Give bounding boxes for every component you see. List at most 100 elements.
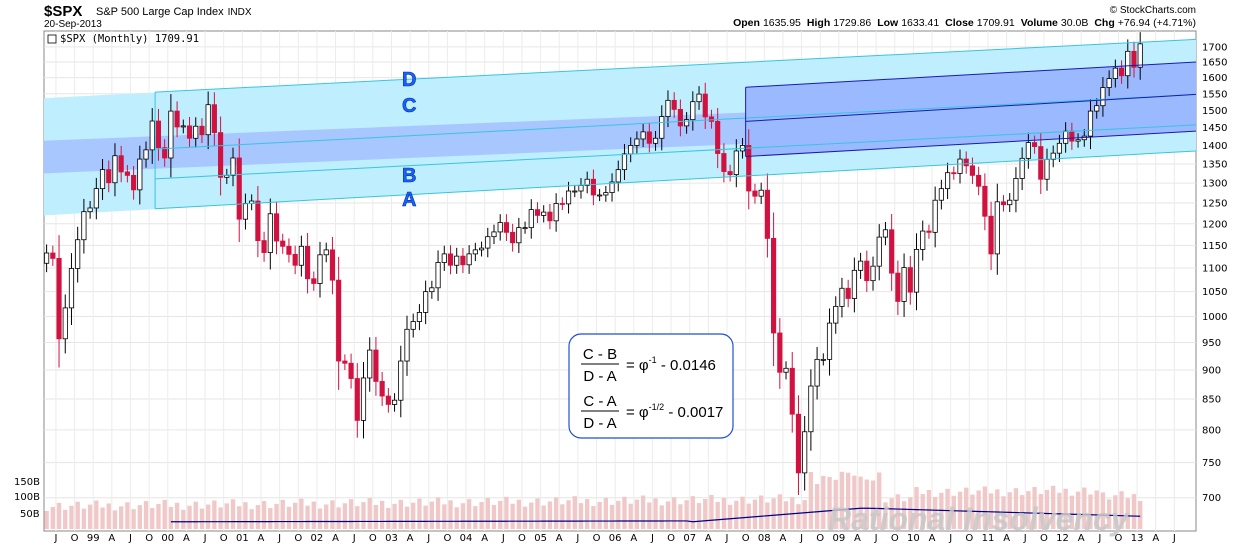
candle-body bbox=[1007, 199, 1013, 206]
candle-body bbox=[777, 332, 783, 373]
volume-bar bbox=[1125, 498, 1130, 529]
x-tick-label: O bbox=[1115, 533, 1123, 544]
volume-bar bbox=[56, 502, 62, 529]
candle-body bbox=[597, 194, 603, 197]
formula-frame bbox=[568, 333, 734, 439]
candle-body bbox=[565, 190, 572, 205]
candle-body bbox=[416, 312, 423, 322]
candle-body bbox=[186, 125, 193, 139]
volume-bar bbox=[1106, 499, 1112, 529]
candle-body bbox=[162, 147, 168, 159]
volume-bar bbox=[137, 505, 142, 529]
channel-line-c bbox=[155, 93, 1197, 150]
candle-body bbox=[839, 287, 845, 307]
candle-body bbox=[814, 358, 820, 387]
volume-bar bbox=[920, 494, 925, 529]
volume-bar bbox=[63, 509, 68, 529]
x-tick-label: A bbox=[1078, 533, 1085, 544]
legend-swatch bbox=[47, 34, 57, 44]
candle-body bbox=[199, 125, 205, 136]
volume-bar bbox=[951, 495, 956, 529]
candle-body bbox=[391, 399, 398, 405]
volume-bar bbox=[901, 501, 907, 529]
candle-body bbox=[99, 169, 106, 190]
volume-bar bbox=[156, 503, 161, 529]
volume-bar bbox=[839, 471, 845, 529]
volume-bar bbox=[597, 501, 602, 529]
volume-bar bbox=[653, 498, 658, 529]
candle-body bbox=[354, 378, 360, 421]
volume-bar bbox=[237, 506, 242, 529]
candle-body bbox=[329, 249, 336, 281]
volume-bar bbox=[1075, 491, 1081, 529]
candle-body bbox=[634, 138, 640, 146]
candle-body bbox=[193, 125, 199, 139]
volume-bar bbox=[721, 497, 727, 529]
x-tick-label: 07 bbox=[683, 533, 696, 544]
candle-body bbox=[93, 188, 99, 209]
candle-body bbox=[336, 279, 342, 362]
volume-bar bbox=[510, 503, 515, 529]
exchange: INDX bbox=[228, 7, 252, 18]
inner-channel-band bbox=[745, 61, 1196, 157]
watermark: Rational Insolvency bbox=[828, 501, 1131, 537]
volume-bar bbox=[125, 502, 130, 529]
x-tick-label: J bbox=[725, 533, 729, 544]
x-tick-label: O bbox=[145, 533, 153, 544]
volume-bar bbox=[945, 488, 950, 529]
volume-bar bbox=[845, 472, 851, 529]
volume-bar bbox=[255, 505, 261, 529]
candle-body bbox=[242, 203, 249, 220]
volume-bar bbox=[1032, 487, 1037, 529]
y-tick-label: 1650 bbox=[1202, 57, 1227, 68]
volume-bar bbox=[367, 498, 372, 529]
chart-date: 20-Sep-2013 bbox=[44, 19, 102, 30]
candle-body bbox=[379, 381, 385, 397]
volume-bar bbox=[174, 502, 180, 529]
x-tick-label: A bbox=[183, 533, 190, 544]
candle-body bbox=[789, 367, 795, 415]
volume-bar bbox=[672, 497, 677, 529]
volume-bar bbox=[696, 503, 702, 529]
volume-bar bbox=[541, 505, 546, 529]
candle-body bbox=[180, 125, 186, 128]
x-tick-label: O bbox=[891, 533, 899, 544]
volume-bar bbox=[317, 508, 323, 529]
candle-body bbox=[820, 358, 826, 361]
x-tick-label: J bbox=[277, 533, 281, 544]
candle-body bbox=[727, 171, 733, 176]
volume-bar bbox=[833, 479, 838, 529]
index-name: S&P 500 Large Cap Index INDX bbox=[96, 6, 252, 18]
volume-bar bbox=[808, 472, 814, 529]
candle-body bbox=[317, 254, 323, 284]
volume-bar bbox=[44, 511, 49, 529]
formula-row1-rhs: = φ-1 - 0.0146 bbox=[626, 355, 716, 374]
candle-body bbox=[541, 211, 547, 216]
volume-bar bbox=[895, 494, 901, 529]
volume-bar bbox=[1119, 491, 1124, 529]
formula-row1-den: D - A bbox=[583, 368, 616, 385]
x-tick-label: A bbox=[481, 533, 488, 544]
volume-bar bbox=[491, 504, 497, 529]
x-axis: J O 99 A J O 00 A J O 01 A J O 02 A J O 03 A J O 04 A J O 05 A J O 06 A… bbox=[53, 533, 1175, 544]
formula-box: C - B D - A = φ-1 - 0.0146 C - A D - A =… bbox=[568, 333, 734, 439]
volume-bar bbox=[709, 494, 714, 529]
x-tick-label: A bbox=[556, 533, 563, 544]
candle-body bbox=[858, 260, 864, 271]
candle-body bbox=[534, 209, 541, 216]
candle-body bbox=[404, 328, 410, 362]
x-tick-label: O bbox=[816, 533, 824, 544]
candle-body bbox=[957, 158, 963, 174]
candle-body bbox=[522, 227, 528, 230]
volume-bar bbox=[479, 502, 484, 529]
volume-bar bbox=[777, 494, 782, 529]
formula-row2-rhs: = φ-1/2 - 0.0017 bbox=[626, 402, 723, 421]
inner-channel-top bbox=[745, 61, 1197, 88]
candle-body bbox=[311, 278, 317, 284]
volume-bar bbox=[162, 499, 167, 529]
x-tick-label: 11 bbox=[982, 533, 995, 544]
candle-body bbox=[1050, 152, 1056, 160]
volume-bar bbox=[460, 503, 466, 529]
formula-row2-num: C - A bbox=[583, 393, 616, 410]
volume-bar bbox=[230, 499, 236, 529]
